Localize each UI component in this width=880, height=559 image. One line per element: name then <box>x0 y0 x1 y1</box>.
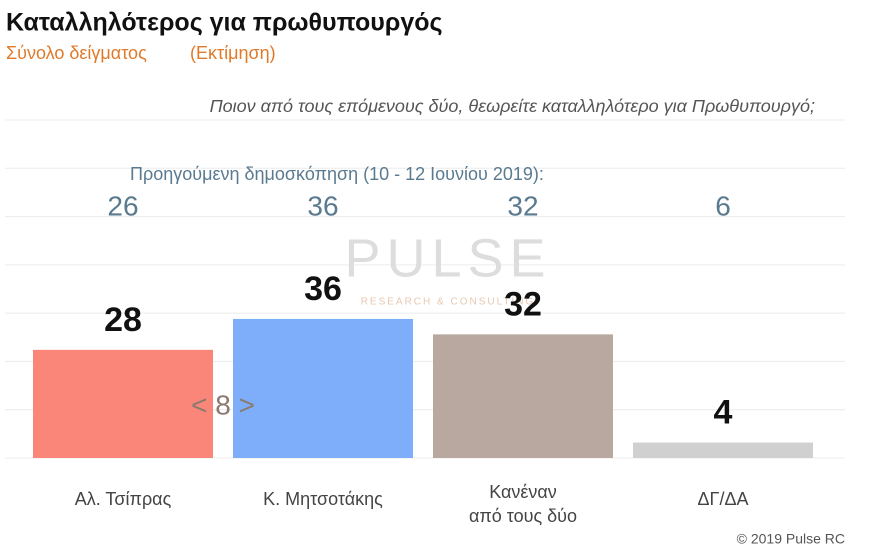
subtitle: Σύνολο δείγματος <box>6 43 147 63</box>
value-label: 36 <box>304 270 342 308</box>
value-label: 4 <box>714 394 733 432</box>
previous-value: 36 <box>307 190 338 221</box>
x-tick-label: από τους δύο <box>469 506 577 526</box>
previous-label: Προηγούμενη δημοσκόπηση (10 - 12 Ιουνίου… <box>130 164 544 184</box>
value-label: 32 <box>504 285 542 323</box>
x-tick-label: ΔΓ/ΔΑ <box>698 489 749 509</box>
x-tick-label: Αλ. Τσίπρας <box>75 489 172 509</box>
subtitle-note: (Εκτίμηση) <box>190 43 276 63</box>
bar <box>633 442 813 458</box>
bar <box>233 318 413 458</box>
x-tick-label: Κ. Μητσοτάκης <box>263 489 383 509</box>
value-label: 28 <box>104 301 142 339</box>
gap-annotation: < 8 > <box>191 389 255 420</box>
question: Ποιον από τους επόμενους δύο, θεωρείτε κ… <box>210 96 815 116</box>
previous-value: 6 <box>715 190 731 221</box>
previous-value: 26 <box>107 190 138 221</box>
bar <box>33 349 213 458</box>
chart-title: Καταλληλότερος για πρωθυπουργός <box>6 9 443 37</box>
credit: © 2019 Pulse RC <box>737 531 845 547</box>
watermark-sub: RESEARCH & CONSULTING <box>361 297 536 308</box>
x-tick-label: Κανέναν <box>489 482 557 502</box>
watermark: PULSE <box>344 228 551 288</box>
previous-value: 32 <box>507 190 538 221</box>
bar <box>433 334 613 458</box>
